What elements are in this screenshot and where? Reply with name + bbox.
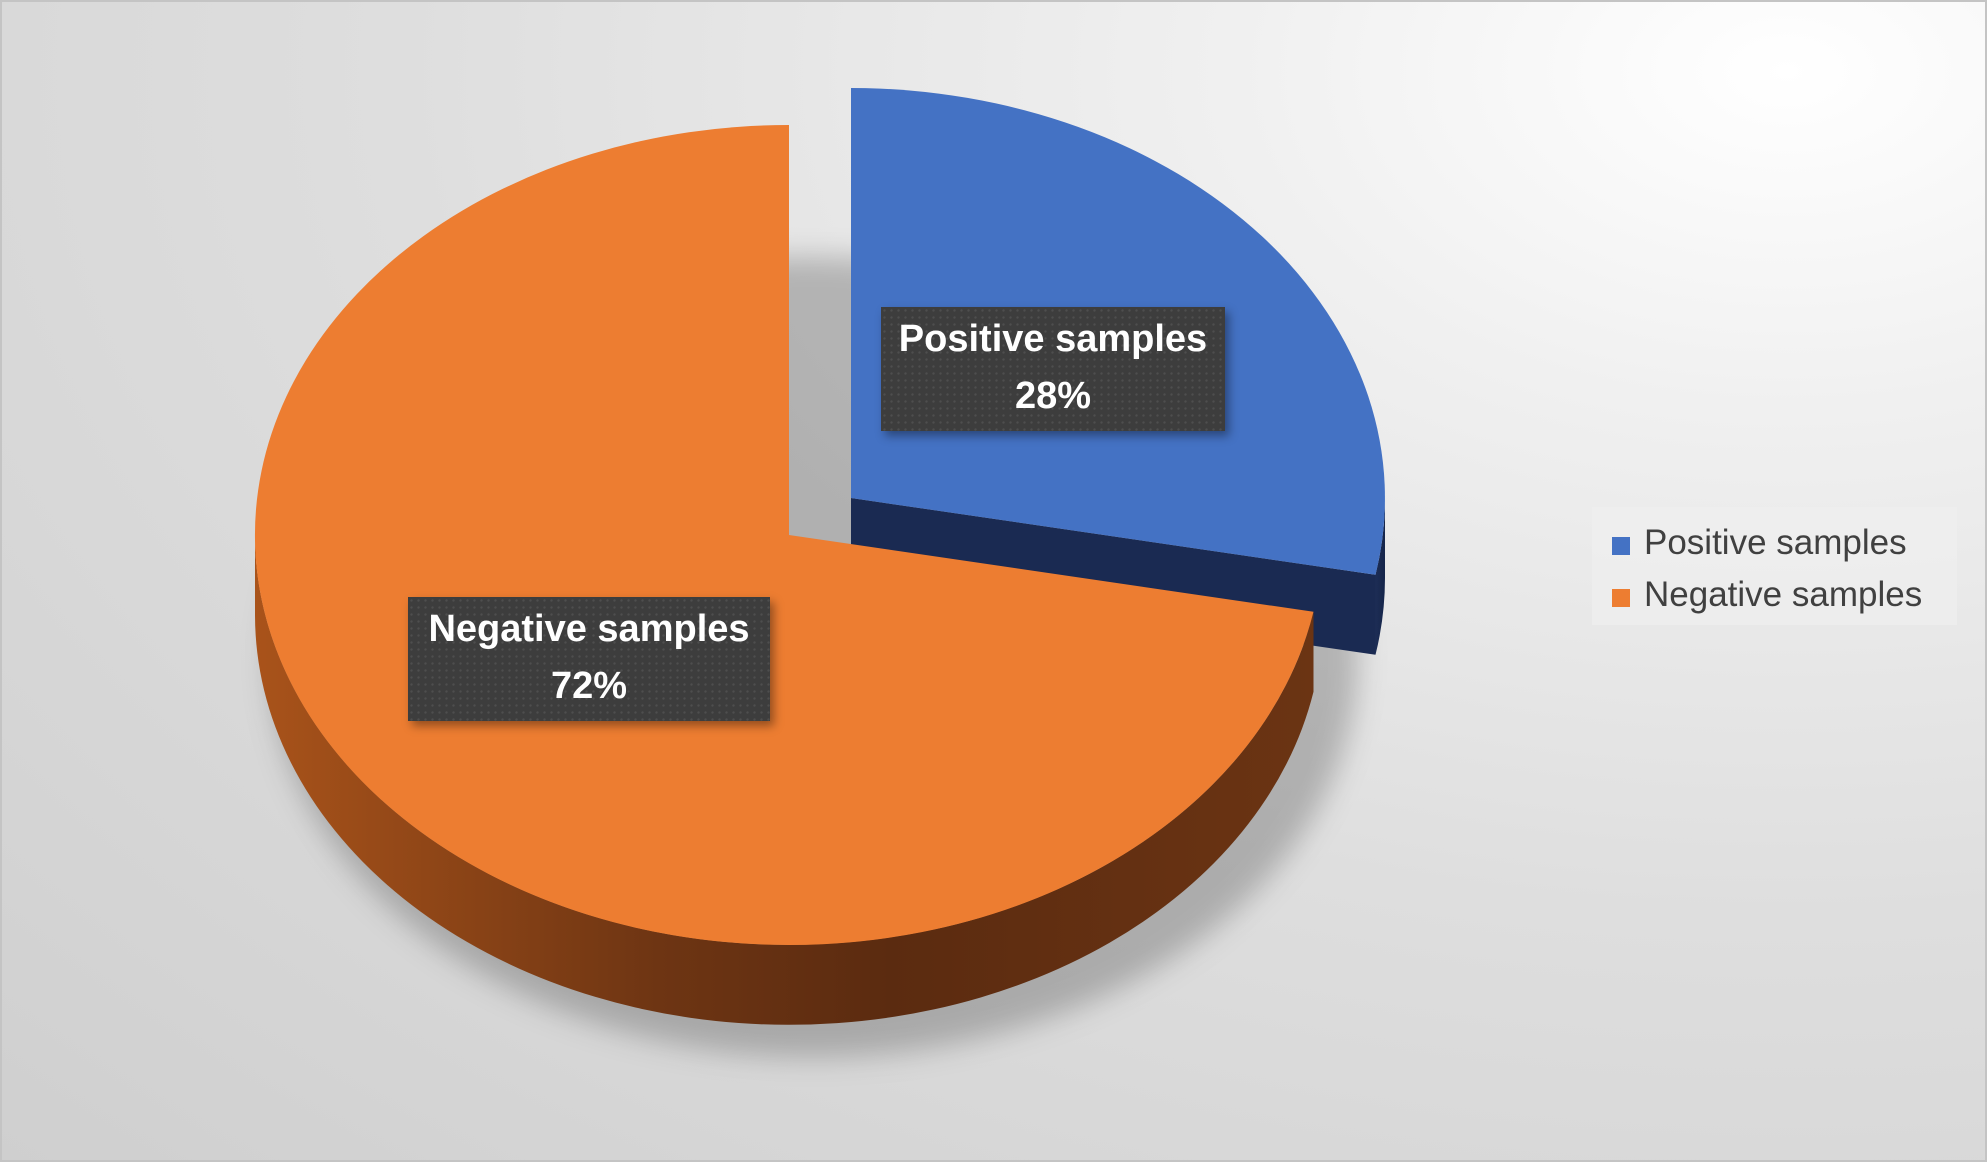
- legend-swatch-negative: [1612, 589, 1630, 607]
- pie-slice-negative-samples: [254, 124, 1314, 945]
- pie-slice-side-negative-samples: [255, 535, 1314, 1025]
- data-label-positive-category: Positive samples: [898, 318, 1208, 360]
- legend-label-negative: Negative samples: [1644, 575, 1923, 614]
- pie-slice-side-positive-samples: [1375, 498, 1385, 655]
- data-label-positive: Positive samples 28%: [881, 307, 1225, 431]
- legend-swatch-positive: [1612, 537, 1630, 555]
- legend-label-positive: Positive samples: [1644, 523, 1907, 562]
- data-label-negative-category: Negative samples: [428, 608, 750, 650]
- data-label-positive-value: 28%: [1014, 375, 1092, 417]
- legend: Positive samples Negative samples: [1592, 507, 1957, 625]
- data-label-negative: Negative samples 72%: [408, 597, 770, 721]
- data-label-negative-value: 72%: [550, 665, 628, 707]
